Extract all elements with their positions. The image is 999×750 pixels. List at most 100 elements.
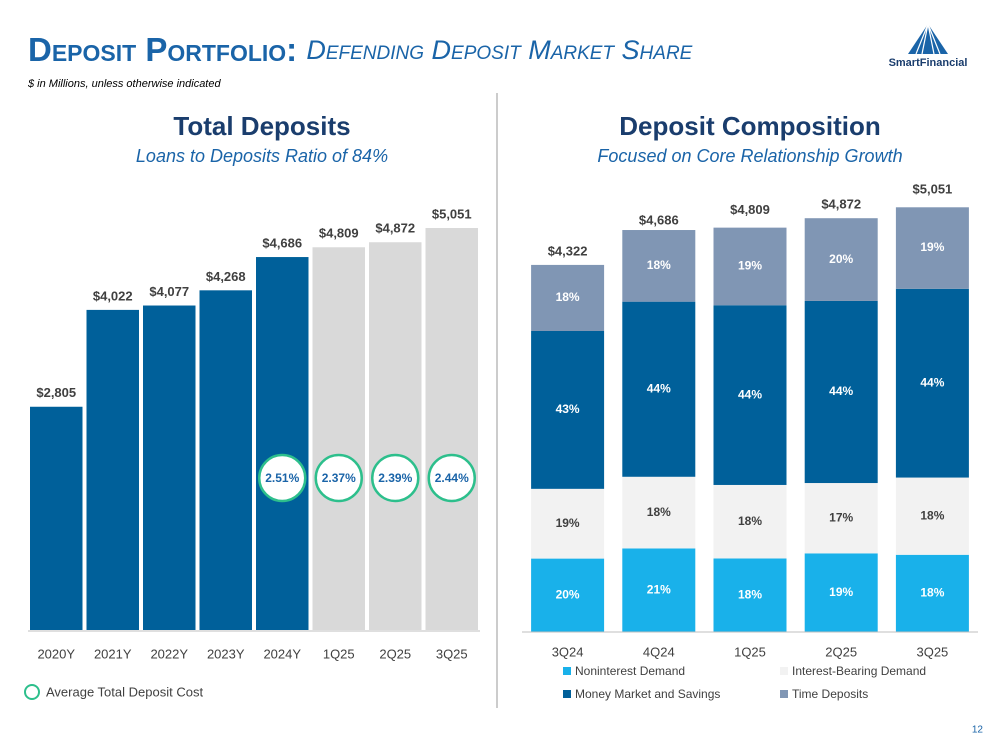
segment xyxy=(895,554,969,632)
segment xyxy=(804,483,878,554)
x-tick-label: 2022Y xyxy=(150,646,188,661)
legend-swatch xyxy=(563,667,571,675)
slide-title: Deposit Portfolio: Defending Deposit Mar… xyxy=(28,31,693,68)
value-label: $4,809 xyxy=(319,226,359,241)
segment-label: 18% xyxy=(556,290,580,304)
bar xyxy=(143,305,196,630)
x-tick-label: 2021Y xyxy=(94,646,132,661)
value-label: $4,022 xyxy=(93,288,133,303)
segment-label: 18% xyxy=(647,505,671,519)
chart-title: Deposit Composition xyxy=(619,111,880,141)
value-label: $5,051 xyxy=(432,206,472,221)
x-tick-label: 1Q25 xyxy=(734,644,766,659)
x-tick-label: 4Q24 xyxy=(643,644,675,659)
segment xyxy=(531,488,605,559)
value-label: $4,872 xyxy=(375,221,415,236)
segment xyxy=(531,330,605,489)
total-label: $5,051 xyxy=(913,181,953,196)
segment xyxy=(622,230,696,302)
x-tick-label: 3Q25 xyxy=(436,646,468,661)
segment xyxy=(622,548,696,632)
x-tick-label: 1Q25 xyxy=(323,646,355,661)
logo-text: SmartFinancial xyxy=(889,57,968,69)
total-label: $4,872 xyxy=(821,197,861,212)
segment-label: 44% xyxy=(647,381,671,395)
value-label: $4,686 xyxy=(262,235,302,250)
segment-label: 18% xyxy=(920,586,944,600)
segment xyxy=(895,477,969,555)
cost-label: 2.37% xyxy=(322,471,356,485)
segment xyxy=(713,227,787,306)
segment xyxy=(531,558,605,632)
segment-label: 44% xyxy=(829,384,853,398)
bar xyxy=(86,309,139,630)
cost-circle xyxy=(258,453,307,503)
bar xyxy=(256,257,309,630)
legend-swatch xyxy=(780,690,788,698)
bar xyxy=(312,247,365,630)
cost-label: 2.51% xyxy=(265,471,299,485)
legend-label: Noninterest Demand xyxy=(575,664,685,678)
segment-label: 20% xyxy=(556,587,580,601)
logo: SmartFinancial xyxy=(889,23,968,69)
x-tick-label: 2020Y xyxy=(37,646,75,661)
segment xyxy=(713,305,787,485)
segment-label: 44% xyxy=(738,387,762,401)
page-number: 12 xyxy=(972,725,984,736)
segment xyxy=(804,218,878,301)
x-tick-label: 2Q25 xyxy=(379,646,411,661)
segment-label: 20% xyxy=(829,252,853,266)
segment-label: 18% xyxy=(647,258,671,272)
cost-circle xyxy=(314,453,363,503)
legend-label: Interest-Bearing Demand xyxy=(792,664,926,678)
segment xyxy=(531,264,605,331)
total-label: $4,809 xyxy=(730,202,770,217)
x-tick-label: 2023Y xyxy=(207,646,245,661)
segment xyxy=(804,553,878,632)
bar xyxy=(369,242,422,631)
segment-label: 21% xyxy=(647,582,671,596)
cost-label: 2.39% xyxy=(378,471,412,485)
logo-mark xyxy=(908,24,948,54)
legend-label: Money Market and Savings xyxy=(575,687,720,701)
x-tick-label: 3Q24 xyxy=(552,644,584,659)
bar xyxy=(425,228,478,630)
cost-circle xyxy=(427,453,476,503)
total-label: $4,322 xyxy=(548,243,588,258)
title-main: Deposit Portfolio: xyxy=(28,31,297,68)
segment-label: 43% xyxy=(556,402,580,416)
segment-label: 19% xyxy=(829,585,853,599)
chart-subtitle: Loans to Deposits Ratio of 84% xyxy=(136,146,388,166)
segment-label: 19% xyxy=(556,516,580,530)
x-tick-label: 3Q25 xyxy=(916,644,948,659)
segment-label: 18% xyxy=(920,508,944,522)
x-tick-label: 2024Y xyxy=(263,646,301,661)
logo-lines xyxy=(915,23,941,55)
value-label: $2,805 xyxy=(36,385,76,400)
legend-label: Time Deposits xyxy=(792,687,868,701)
segment xyxy=(895,288,969,478)
segment xyxy=(713,558,787,632)
segment-label: 19% xyxy=(920,240,944,254)
value-label: $4,077 xyxy=(149,284,189,299)
title-sub: Defending Deposit Market Share xyxy=(306,35,692,65)
value-label: $4,268 xyxy=(206,269,246,284)
segment-label: 18% xyxy=(738,587,762,601)
x-tick-label: 2Q25 xyxy=(825,644,857,659)
legend-swatch xyxy=(780,667,788,675)
segment-label: 17% xyxy=(829,510,853,524)
segment-label: 19% xyxy=(738,259,762,273)
cost-circle xyxy=(371,453,420,503)
legend-label: Average Total Deposit Cost xyxy=(46,684,203,699)
cost-label: 2.44% xyxy=(435,471,469,485)
legend-swatch xyxy=(563,690,571,698)
segment xyxy=(804,300,878,484)
segment xyxy=(895,207,969,289)
segment-label: 18% xyxy=(738,514,762,528)
chart-subtitle: Focused on Core Relationship Growth xyxy=(597,146,902,166)
note: $ in Millions, unless otherwise indicate… xyxy=(27,78,221,90)
chart-title: Total Deposits xyxy=(173,111,350,141)
bar xyxy=(30,406,83,630)
segment-label: 44% xyxy=(920,375,944,389)
